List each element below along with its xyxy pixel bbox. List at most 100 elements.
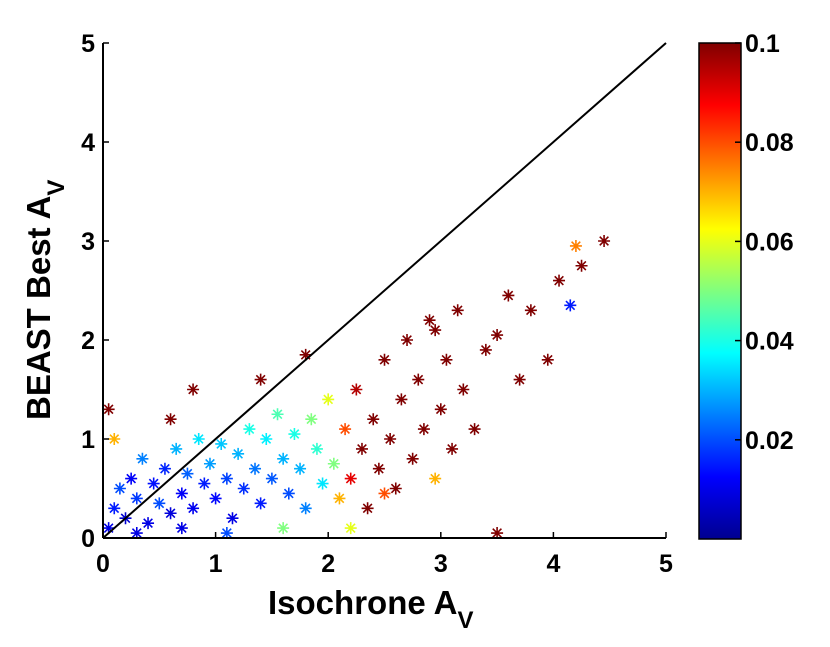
- data-point: [130, 527, 143, 540]
- data-point: [513, 373, 526, 386]
- data-point: [355, 442, 368, 455]
- data-point: [271, 408, 284, 421]
- data-point: [406, 452, 419, 465]
- x-tick-label: 2: [321, 550, 335, 578]
- y-axis-label: BEAST Best AV: [20, 180, 70, 420]
- data-point: [361, 502, 374, 515]
- data-point: [524, 304, 537, 317]
- x-tick-label: 4: [546, 550, 560, 578]
- data-point: [440, 353, 453, 366]
- data-point: [344, 472, 357, 485]
- data-point: [553, 274, 566, 287]
- colorbar-tick-label: 0.1: [745, 30, 780, 58]
- data-point: [288, 428, 301, 441]
- data-point: [395, 393, 408, 406]
- y-axis-ticks: 0 1 2 3 4 5: [81, 30, 109, 553]
- data-point: [277, 452, 290, 465]
- data-point: [209, 492, 222, 505]
- data-point: [417, 423, 430, 436]
- colorbar-tick-label: 0.04: [745, 328, 794, 356]
- y-tick-label: 1: [81, 426, 95, 454]
- data-point: [192, 433, 205, 445]
- y-tick-label: 3: [81, 228, 95, 256]
- data-point: [237, 482, 250, 495]
- x-axis-label: Isochrone AV: [268, 584, 474, 634]
- data-point: [327, 457, 340, 470]
- data-point: [339, 423, 352, 436]
- data-point: [310, 442, 323, 455]
- data-point: [170, 442, 183, 455]
- data-point: [158, 462, 171, 475]
- data-point: [429, 472, 442, 485]
- data-point: [333, 492, 346, 505]
- data-point: [367, 413, 380, 426]
- data-point: [569, 239, 582, 252]
- y-tick-label: 2: [81, 327, 95, 355]
- data-point: [203, 457, 216, 470]
- data-point: [384, 433, 397, 445]
- data-point: [142, 517, 155, 530]
- data-point: [187, 502, 200, 515]
- data-point: [299, 348, 312, 361]
- data-point: [102, 403, 115, 416]
- data-point: [220, 527, 233, 540]
- colorbar-ticks: 0.02 0.04 0.06 0.08 0.1: [735, 30, 794, 455]
- data-point: [260, 433, 273, 445]
- data-point: [226, 512, 239, 525]
- data-point: [429, 324, 442, 337]
- data-point: [401, 334, 414, 346]
- data-points: [102, 235, 611, 540]
- data-point: [378, 487, 391, 500]
- data-point: [305, 413, 318, 426]
- data-point: [598, 235, 611, 247]
- data-point: [113, 482, 126, 495]
- colorbar: [698, 42, 742, 540]
- colorbar-tick-label: 0.08: [745, 129, 794, 157]
- data-point: [108, 433, 121, 445]
- data-point: [277, 522, 290, 535]
- data-point: [147, 477, 160, 490]
- data-point: [446, 442, 459, 455]
- y-axis-label-subscript: V: [43, 180, 70, 196]
- data-point: [491, 527, 504, 540]
- data-point: [164, 413, 177, 426]
- data-point: [378, 353, 391, 366]
- data-point: [491, 329, 504, 342]
- data-point: [125, 472, 138, 485]
- x-axis-ticks: 0 1 2 3 4 5: [96, 532, 673, 578]
- data-point: [575, 259, 588, 272]
- data-point: [457, 383, 470, 396]
- data-point: [451, 304, 464, 317]
- data-point: [389, 482, 402, 495]
- data-point: [254, 373, 267, 386]
- x-tick-label: 1: [209, 550, 223, 578]
- data-point: [265, 472, 278, 485]
- data-point: [316, 477, 329, 490]
- colorbar-tick-label: 0.02: [745, 427, 794, 455]
- data-point: [423, 314, 436, 327]
- data-point: [294, 462, 307, 475]
- data-point: [564, 299, 577, 312]
- data-point: [187, 383, 200, 396]
- y-axis-label-main: BEAST Best A: [20, 196, 57, 420]
- x-tick-label: 5: [659, 550, 673, 578]
- x-axis-label-subscript: V: [457, 607, 473, 634]
- data-point: [136, 452, 149, 465]
- data-point: [220, 472, 233, 485]
- data-point: [434, 403, 447, 416]
- y-tick-label: 4: [81, 129, 95, 157]
- x-tick-label: 0: [96, 550, 110, 578]
- data-point: [232, 447, 245, 460]
- data-point: [108, 502, 121, 515]
- data-point: [153, 497, 166, 510]
- data-point: [344, 522, 357, 535]
- data-point: [198, 477, 211, 490]
- data-point: [350, 383, 363, 396]
- x-tick-label: 3: [434, 550, 448, 578]
- data-point: [254, 497, 267, 510]
- data-point: [130, 492, 143, 505]
- y-tick-label: 5: [81, 30, 95, 58]
- data-point: [243, 423, 256, 436]
- data-point: [372, 462, 385, 475]
